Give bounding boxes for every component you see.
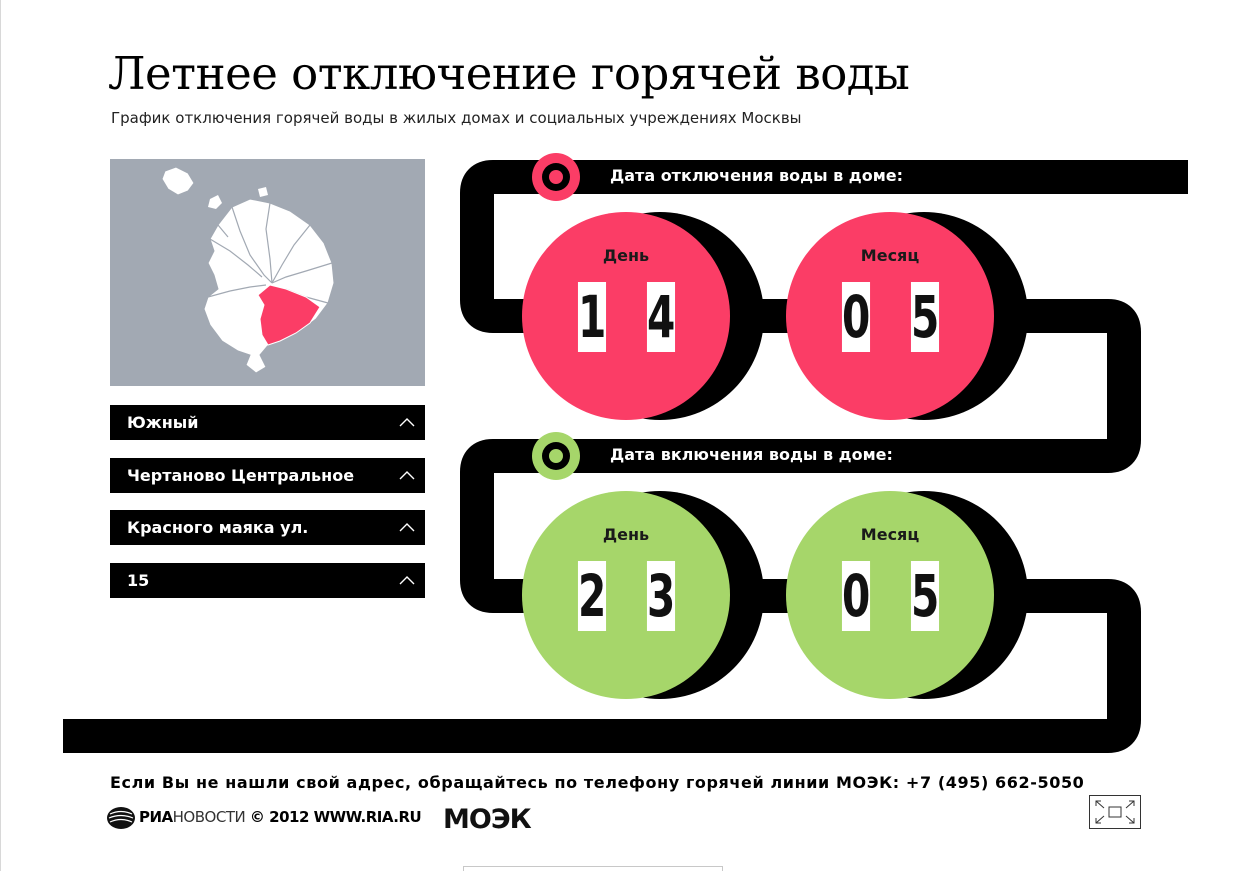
pipe-track-path [63, 160, 1188, 753]
off-day-label: День [602, 246, 650, 265]
bottom-scrollbar[interactable] [463, 866, 723, 871]
off-day-digit-1: 1 [577, 282, 607, 352]
on-month-digit-2: 5 [910, 561, 940, 631]
moek-logo-text: МОЭК [443, 804, 532, 834]
expand-icon [1095, 800, 1135, 824]
off-month-label: Месяц [860, 246, 920, 265]
moscow-map-graphic [161, 166, 335, 374]
on-month-digit-1: 0 [841, 561, 871, 631]
page-title: Летнее отключение горячей воды [108, 47, 910, 100]
on-month-circle: Месяц 0 5 [786, 491, 994, 699]
map-exclave-north [208, 195, 222, 209]
expand-button[interactable] [1089, 795, 1141, 829]
on-day-digit-1: 2 [577, 561, 607, 631]
on-indicator-core [549, 449, 563, 463]
off-month-digit-1: 0 [841, 282, 871, 352]
ria-name-thin: НОВОСТИ [172, 808, 246, 826]
ria-copyright: РИАНОВОСТИ © 2012 WWW.RIA.RU [139, 806, 422, 828]
area-select[interactable]: Чертаново Центральное [110, 458, 425, 493]
moek-logo[interactable]: МОЭК [443, 800, 535, 834]
chevron-up-icon [399, 523, 415, 532]
district-select-value: Южный [127, 413, 199, 432]
on-day-digit-2: 3 [646, 561, 676, 631]
on-day-circle: День 2 3 [522, 491, 730, 699]
map-exclave-north2 [258, 187, 268, 197]
map-zelenograd [161, 166, 195, 196]
street-select[interactable]: Красного маяка ул. [110, 510, 425, 545]
chevron-up-icon [399, 576, 415, 585]
chevron-up-icon [399, 418, 415, 427]
ria-name-bold: РИА [139, 808, 173, 826]
ria-novosti-logo[interactable] [106, 804, 136, 832]
hotline-text: Если Вы не нашли свой адрес, обращайтесь… [110, 773, 1085, 792]
off-day-circle: День 1 4 [522, 212, 730, 420]
area-select-value: Чертаново Центральное [127, 466, 355, 485]
on-day-label: День [602, 525, 650, 544]
on-date-label: Дата включения воды в доме: [610, 445, 893, 464]
off-indicator-core [549, 170, 563, 184]
street-select-value: Красного маяка ул. [127, 518, 309, 537]
page-subtitle: График отключения горячей воды в жилых д… [111, 109, 802, 127]
page-border [0, 0, 1, 871]
moscow-map[interactable] [110, 159, 425, 386]
district-select[interactable]: Южный [110, 405, 425, 440]
off-month-circle: Месяц 0 5 [786, 212, 994, 420]
ria-copyright-text: © 2012 WWW.RIA.RU [245, 808, 422, 826]
map-district-south-highlight [257, 284, 321, 346]
off-date-label: Дата отключения воды в доме: [610, 166, 904, 185]
chevron-up-icon [399, 471, 415, 480]
off-day-digit-2: 4 [646, 282, 676, 352]
house-select-value: 15 [127, 571, 150, 590]
off-month-digit-2: 5 [910, 282, 940, 352]
on-month-label: Месяц [860, 525, 920, 544]
house-select[interactable]: 15 [110, 563, 425, 598]
